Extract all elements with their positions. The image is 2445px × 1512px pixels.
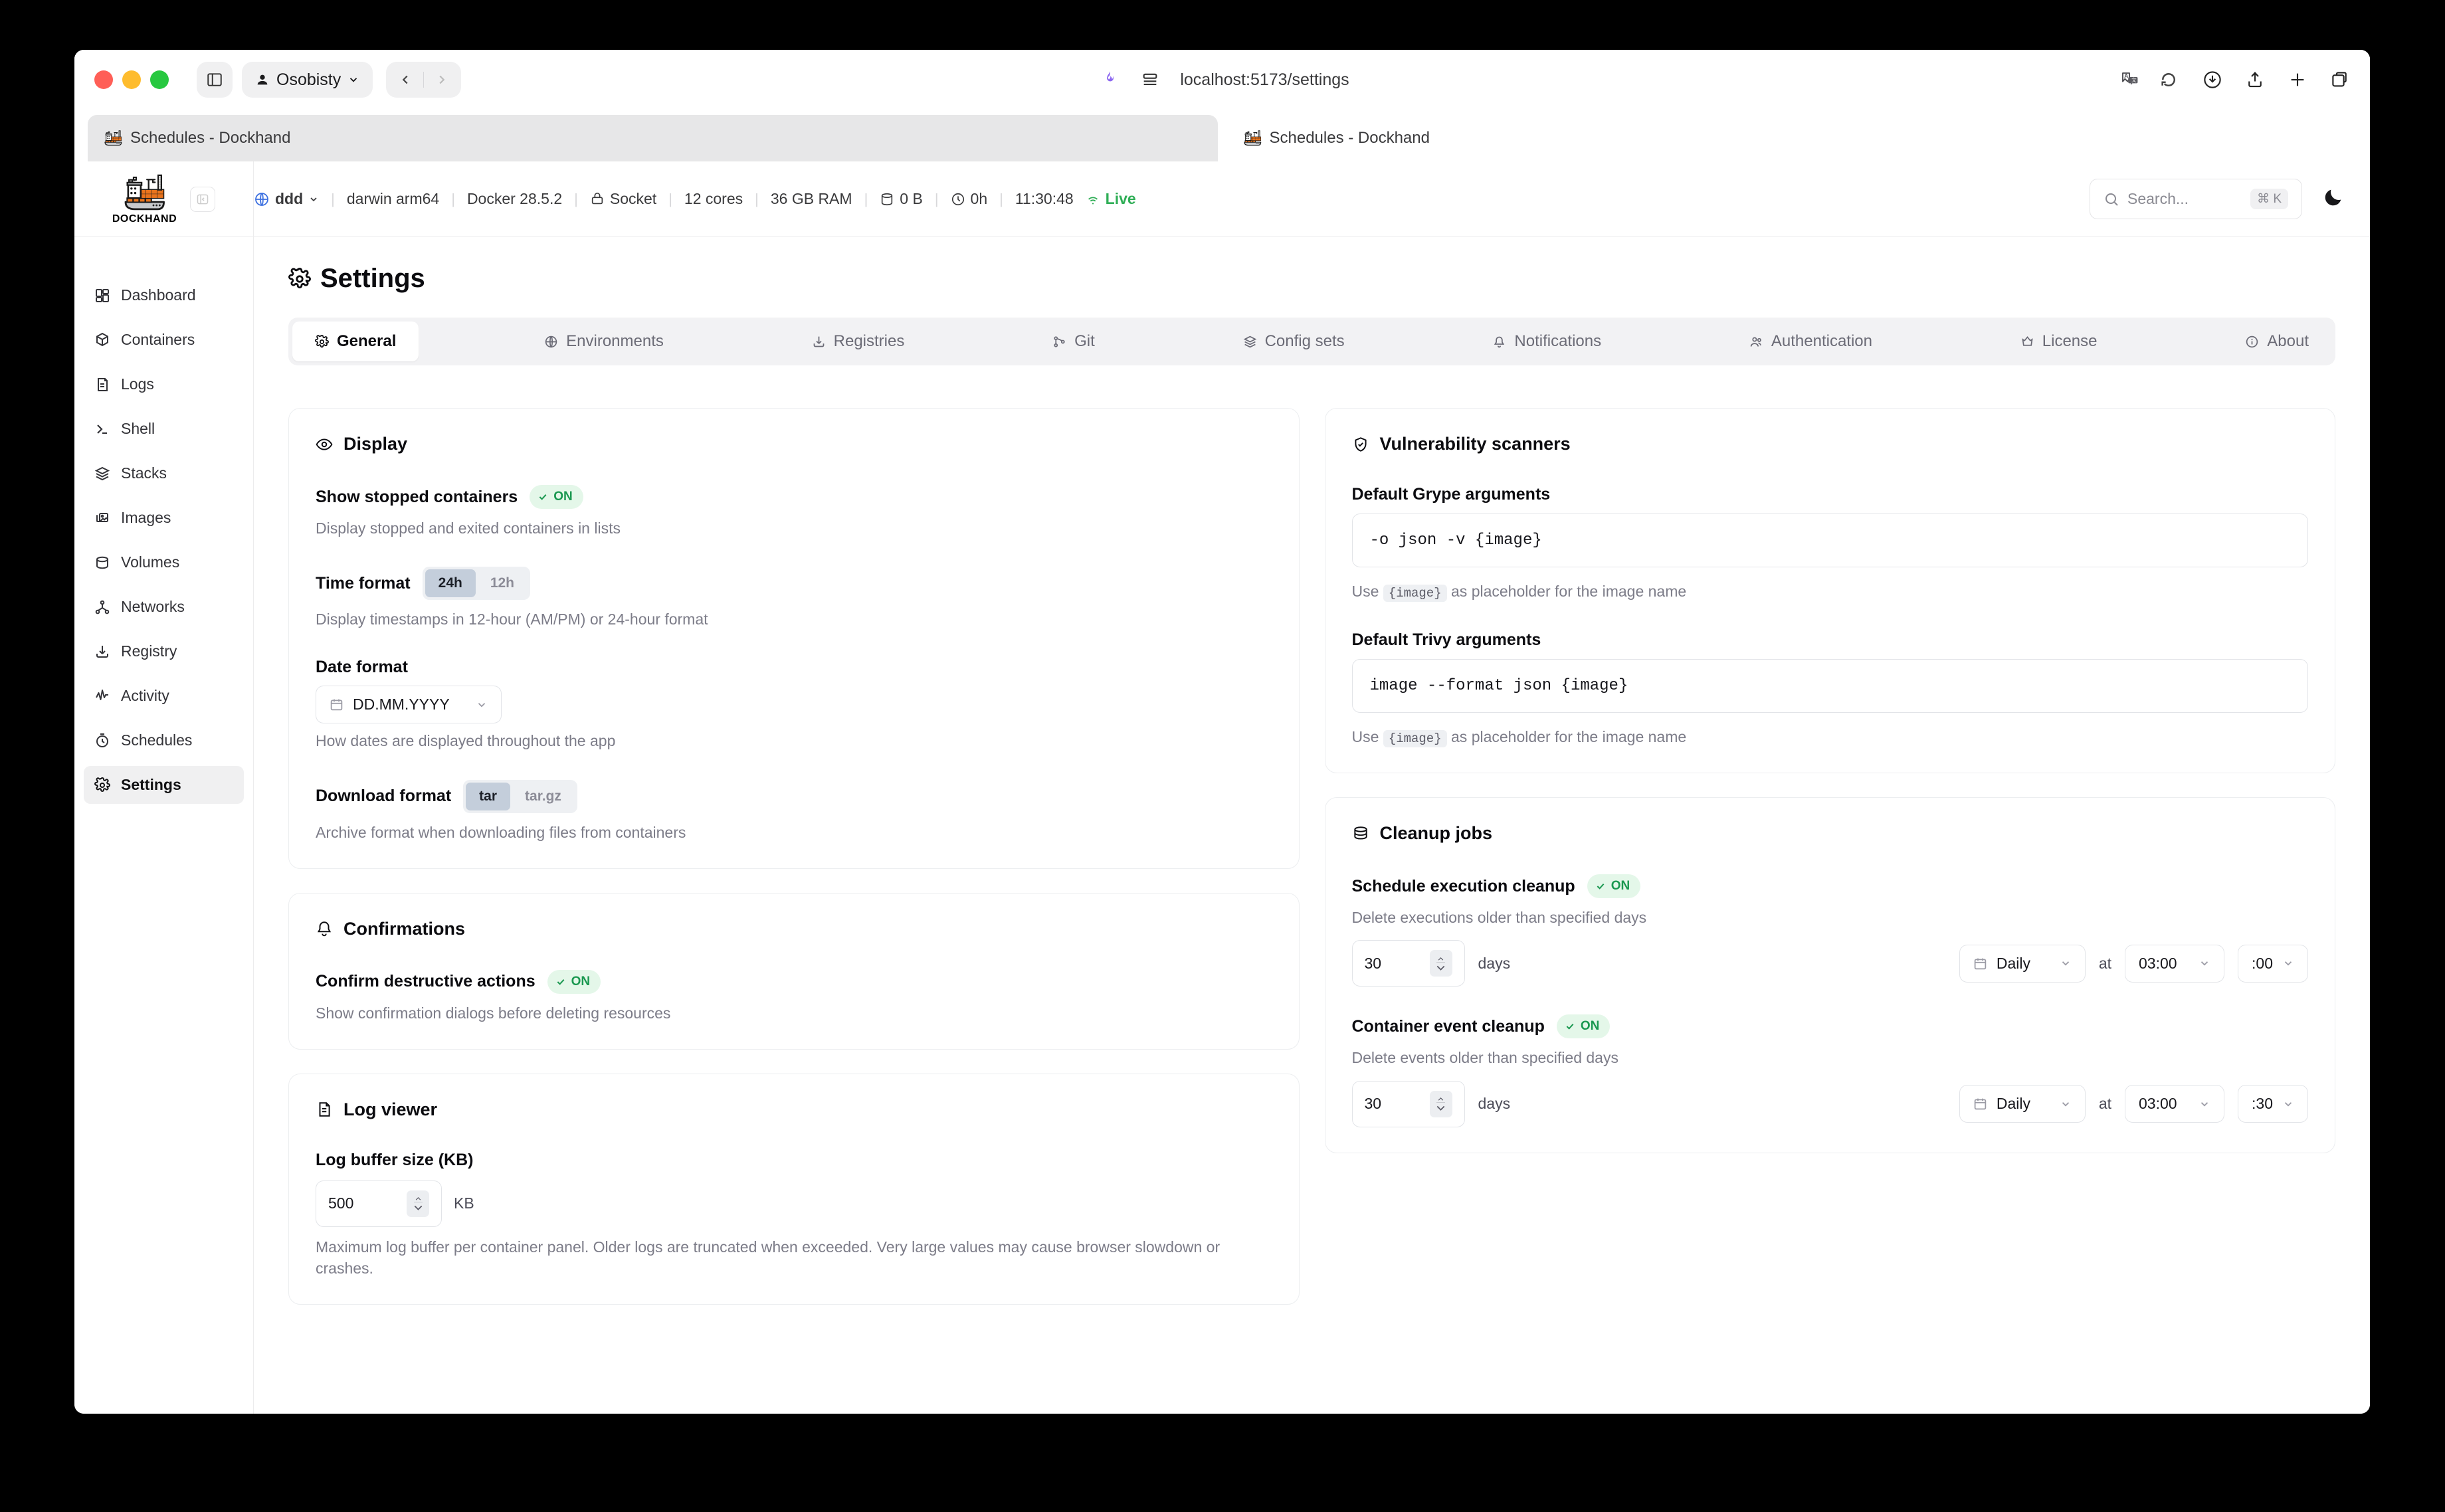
svg-text:A: A (2124, 73, 2128, 79)
svg-text:文: 文 (2131, 76, 2137, 83)
